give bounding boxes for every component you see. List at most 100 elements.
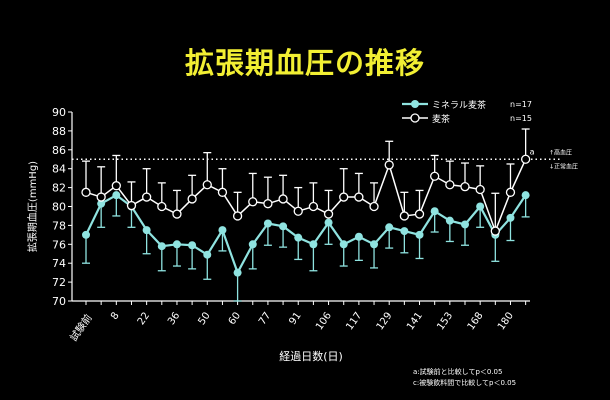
data-point-barley-tea [217,187,228,197]
data-point-barley-tea [278,194,288,204]
data-point-barley-tea [505,187,516,197]
y-tick-label: 74 [52,257,66,270]
data-point-barley-tea [232,211,243,221]
data-point-barley-tea [96,192,106,202]
data-point-mineral-barley-tea [430,207,439,216]
significance-marker: a [530,147,535,156]
x-tick-label: 91 [287,310,303,327]
y-tick-label: 90 [52,106,66,119]
x-tick-label: 8 [109,310,122,322]
data-point-barley-tea [81,187,91,197]
data-point-mineral-barley-tea [309,240,318,249]
data-point-barley-tea [141,192,152,202]
x-tick-label: 試験前 [67,312,95,344]
data-point-mineral-barley-tea [218,226,227,235]
y-tick-label: 84 [52,163,66,176]
y-tick-label: 70 [52,295,66,308]
x-tick-label: 129 [375,310,395,332]
data-point-barley-tea [323,209,334,219]
data-point-barley-tea [248,197,258,207]
y-tick-label: 72 [52,276,66,289]
x-tick-label: 50 [196,310,212,327]
data-point-barley-tea [263,199,273,209]
data-point-mineral-barley-tea [476,202,485,211]
x-tick-label: 168 [466,310,486,332]
data-point-mineral-barley-tea [370,240,379,249]
x-tick-label: 36 [166,310,182,327]
x-tick-label: 77 [257,310,273,327]
data-point-barley-tea [520,154,531,164]
data-point-barley-tea [339,192,349,202]
y-tick-label: 78 [52,219,66,232]
data-point-mineral-barley-tea [324,218,333,227]
x-tick-label: 22 [136,310,152,327]
data-point-barley-tea [414,209,425,219]
data-point-barley-tea [111,181,121,191]
data-point-barley-tea [445,180,455,190]
data-point-barley-tea [369,201,379,212]
y-tick-label: 80 [52,201,66,214]
data-point-mineral-barley-tea [400,227,409,236]
x-tick-label: 106 [314,310,334,332]
data-point-barley-tea [399,211,410,221]
footnote-c: c:被験飲料間で比較してp＜0.05 [413,379,517,387]
data-point-mineral-barley-tea [294,233,303,242]
y-tick-label: 86 [52,144,66,157]
data-point-barley-tea [308,201,319,212]
x-tick-label: 141 [405,310,425,332]
data-point-mineral-barley-tea [248,240,257,249]
data-point-barley-tea [126,200,137,211]
data-point-mineral-barley-tea [157,242,166,251]
data-point-mineral-barley-tea [203,250,212,259]
data-point-barley-tea [354,192,364,202]
data-point-mineral-barley-tea [385,223,394,232]
data-point-mineral-barley-tea [461,220,469,229]
data-point-barley-tea [490,226,500,236]
y-tick-label: 76 [52,238,66,251]
x-tick-label: 117 [344,310,364,332]
x-tick-label: 180 [496,310,516,332]
x-tick-label: 60 [227,310,243,327]
reference-label-lower: ↓正常血圧 [549,162,578,170]
data-point-mineral-barley-tea [233,268,242,277]
data-point-mineral-barley-tea [97,199,106,208]
chart-title: 拡張期血圧の推移 [184,46,425,80]
y-axis-title: 拡張期血圧(mmHg) [26,161,39,252]
series-line [85,193,527,276]
y-tick-label: 82 [52,182,66,195]
legend-label-barley: 麦茶 [432,113,450,125]
x-axis-title: 経過日数(日) [279,350,343,363]
legend-marker-mineral [411,100,419,108]
reference-label-upper: ↑高血圧 [549,148,572,156]
data-point-mineral-barley-tea [279,222,288,231]
y-tick-label: 88 [52,125,66,138]
data-point-barley-tea [475,184,485,195]
data-point-mineral-barley-tea [142,226,151,235]
series-line [85,158,527,234]
data-point-barley-tea [460,182,470,192]
legend-marker-barley [410,113,420,123]
footnote-a: a:試験前と比較してp＜0.05 [413,368,503,376]
data-point-mineral-barley-tea [339,240,348,249]
data-point-mineral-barley-tea [445,216,454,225]
data-point-mineral-barley-tea [506,213,515,222]
data-point-mineral-barley-tea [263,219,272,228]
data-point-mineral-barley-tea [172,240,181,249]
x-tick-label: 153 [435,310,455,332]
legend-n-mineral: n=17 [510,100,532,109]
data-point-mineral-barley-tea [521,191,530,200]
legend-n-barley: n=15 [510,114,532,123]
data-point-barley-tea [384,160,394,170]
data-point-barley-tea [157,201,167,212]
data-point-barley-tea [172,209,182,219]
data-point-mineral-barley-tea [415,230,424,239]
data-point-barley-tea [293,206,303,216]
data-point-mineral-barley-tea [354,232,363,241]
data-point-mineral-barley-tea [112,191,121,200]
data-point-barley-tea [187,194,197,204]
legend-label-mineral: ミネラル麦茶 [432,99,486,111]
data-point-barley-tea [430,171,440,181]
data-point-barley-tea [202,180,212,190]
data-point-mineral-barley-tea [188,241,197,250]
